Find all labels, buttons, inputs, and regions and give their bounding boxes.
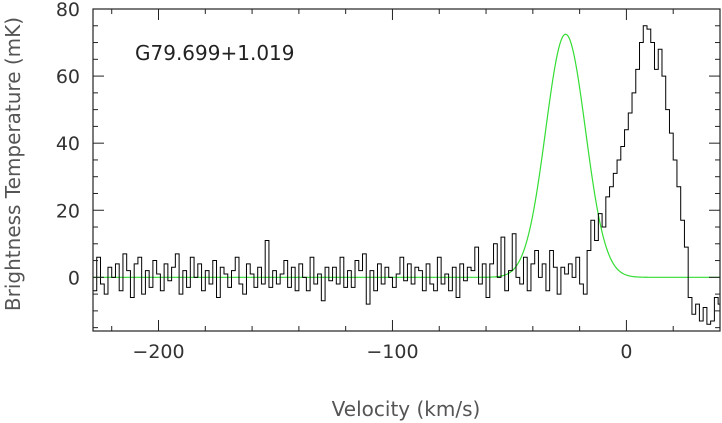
ticks-layer [93, 8, 721, 331]
gaussian-fit-line [93, 33, 720, 278]
x-axis-label: Velocity (km/s) [332, 397, 481, 421]
plot-frame [92, 8, 721, 332]
x-tick-label: −200 [132, 341, 184, 363]
x-tick-label: 0 [620, 341, 632, 363]
source-annotation: G79.699+1.019 [135, 41, 295, 65]
y-tick-label: 60 [56, 66, 80, 88]
y-tick-label: 20 [56, 200, 80, 222]
data-layer [93, 25, 720, 325]
y-axis-label: Brightness Temperature (mK) [1, 17, 25, 311]
plot-area [92, 8, 721, 332]
observed-spectrum-line [93, 25, 720, 325]
y-tick-label: 80 [56, 0, 80, 21]
y-tick-label: 0 [68, 267, 80, 289]
x-tick-label: −100 [366, 341, 418, 363]
y-tick-label: 40 [56, 133, 80, 155]
